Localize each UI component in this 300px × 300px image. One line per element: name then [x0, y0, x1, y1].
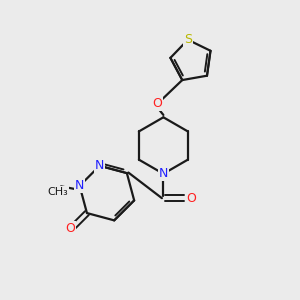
Text: N: N: [95, 159, 104, 172]
Text: N: N: [75, 179, 84, 192]
Text: O: O: [186, 192, 196, 205]
Text: O: O: [65, 222, 75, 235]
Text: S: S: [184, 33, 192, 46]
Text: N: N: [159, 167, 168, 180]
Text: CH₃: CH₃: [48, 187, 68, 197]
Text: O: O: [152, 98, 162, 110]
